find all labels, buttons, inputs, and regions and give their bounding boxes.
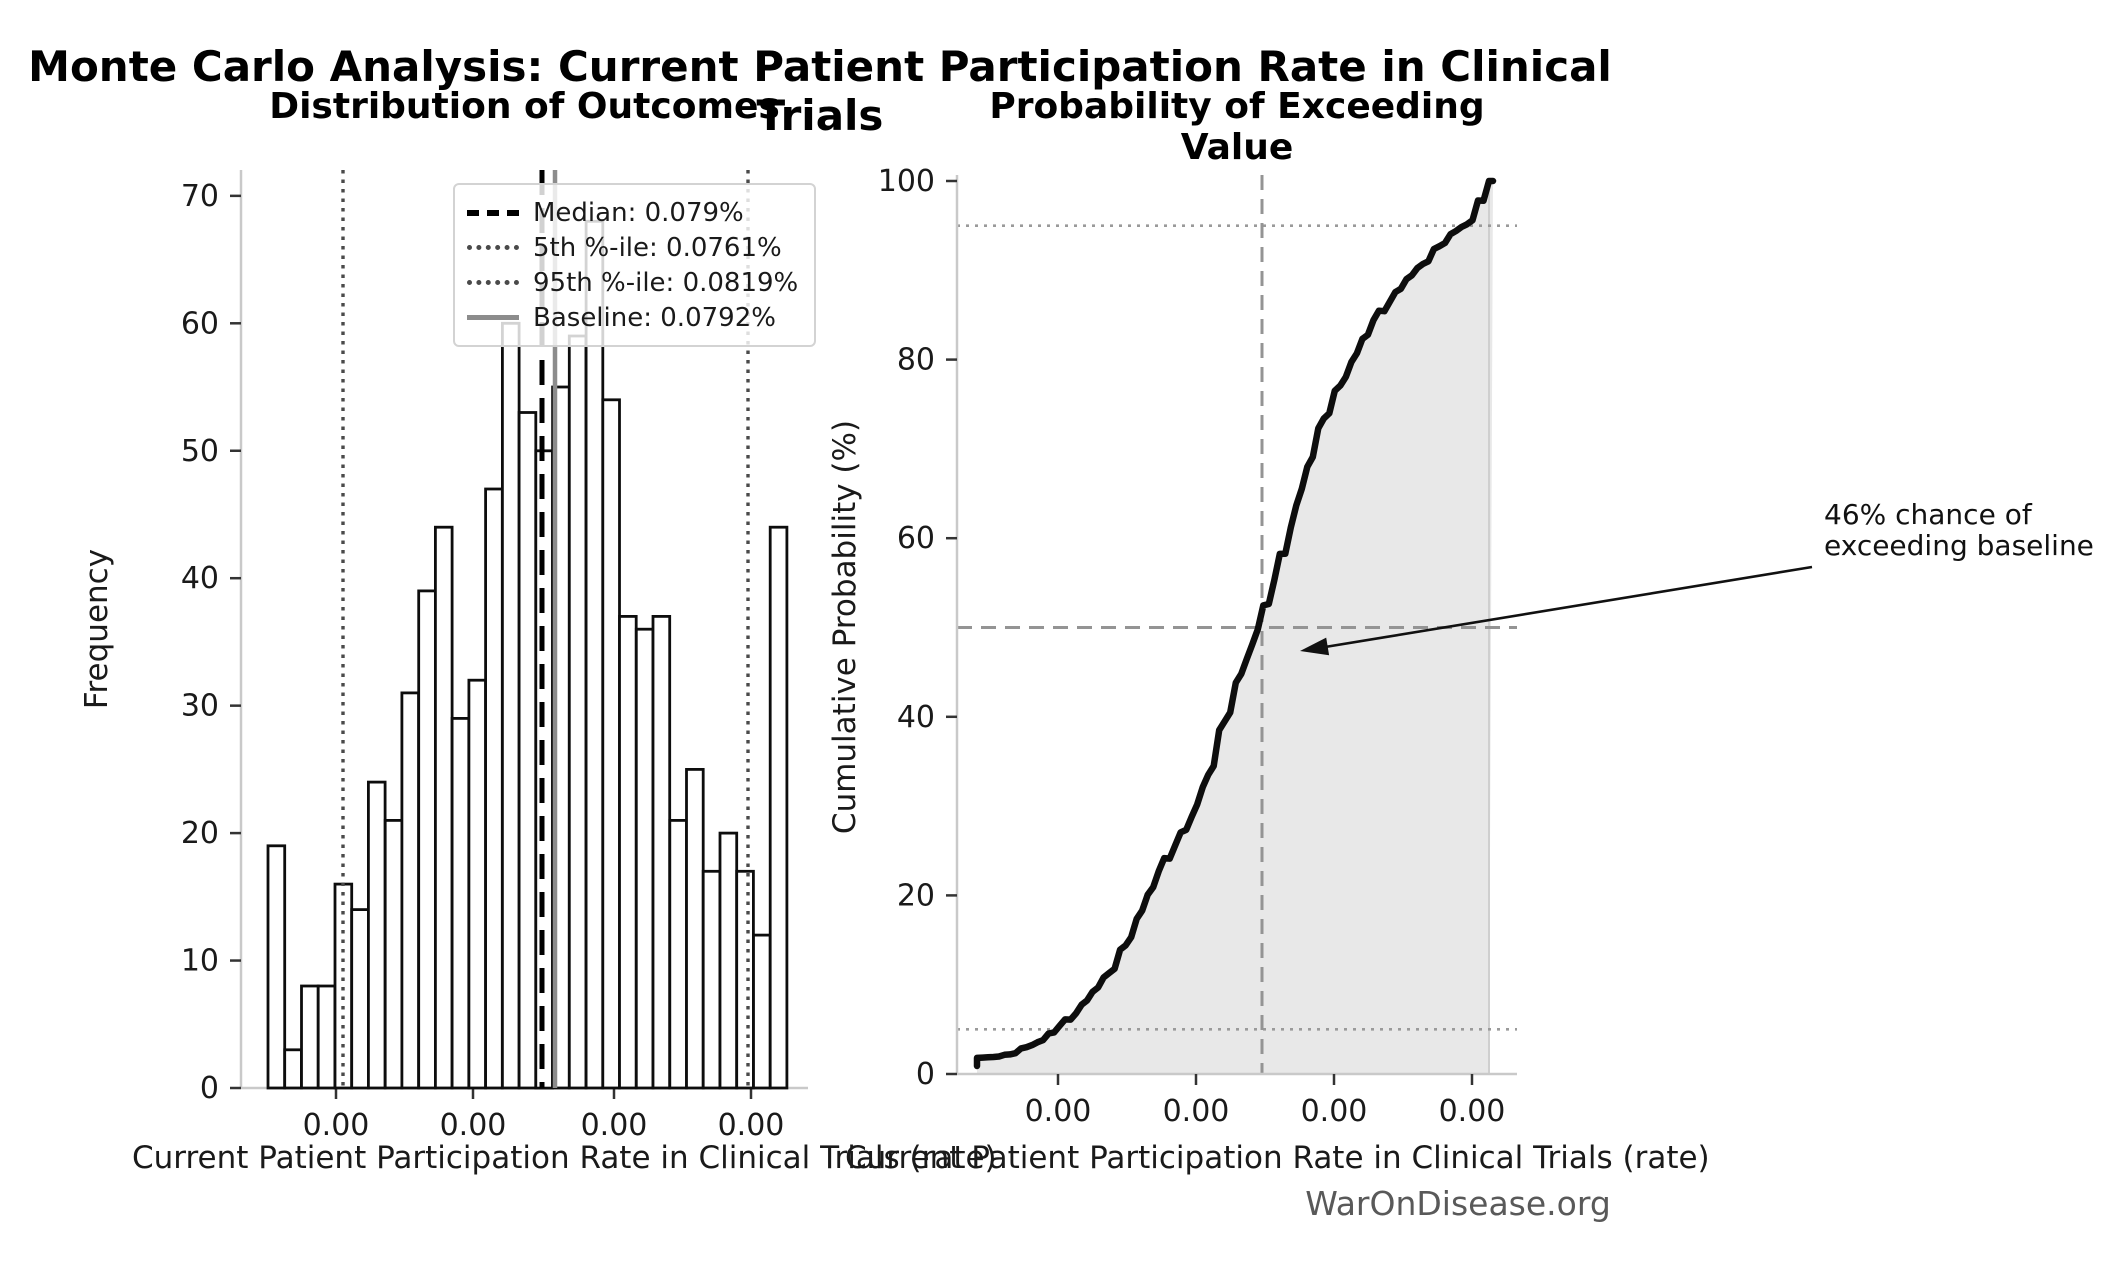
left-x-tick-label: 0.00 <box>303 1108 370 1143</box>
legend: Median: 0.079% 5th %-ile: 0.0761% 95th %-i… <box>453 183 817 347</box>
histogram-bar <box>752 933 772 1090</box>
legend-item-label: Median: 0.079% <box>533 197 744 228</box>
right-x-tick-label: 0.00 <box>1025 1094 1092 1129</box>
histogram-bar <box>467 678 487 1090</box>
left-x-axis-label: Current Patient Participation Rate in Cl… <box>132 1140 997 1176</box>
right-x-axis-label: Current Patient Participation Rate in Cl… <box>845 1140 1710 1176</box>
histogram-bar <box>584 219 605 1090</box>
legend-item: Baseline: 0.0792% <box>467 300 798 335</box>
left-y-axis-label: Frequency <box>79 548 115 710</box>
right-y-tick-label: 100 <box>878 164 935 199</box>
histogram-bar <box>484 487 504 1090</box>
left-y-tick-label: 70 <box>181 179 219 214</box>
histogram-bar <box>283 1048 303 1090</box>
histogram-bar <box>433 525 454 1090</box>
histogram-bar <box>567 334 588 1090</box>
cdf-area-fill <box>977 181 1493 1074</box>
right-y-tick-label: 80 <box>897 343 935 378</box>
legend-line-sample-icon <box>467 280 519 285</box>
legend-line-sample-icon <box>467 209 519 216</box>
right-chart-title: Probability of Exceeding Value <box>989 86 1485 168</box>
histogram-bar <box>618 615 638 1090</box>
legend-line-sample-icon <box>467 245 519 250</box>
right-x-tick-label: 0.00 <box>1301 1094 1368 1129</box>
left-x-tick-label: 0.00 <box>581 1108 648 1143</box>
legend-item-label: 5th %-ile: 0.0761% <box>533 232 782 263</box>
legend-item: Median: 0.079% <box>467 195 798 230</box>
right-y-tick-label: 20 <box>897 878 935 913</box>
histogram-bar <box>350 908 370 1090</box>
left-y-tick-label: 50 <box>181 434 219 469</box>
legend-item-label: 95th %-ile: 0.0819% <box>533 267 799 298</box>
left-y-tick-label: 10 <box>181 944 219 979</box>
histogram-bar <box>768 525 789 1090</box>
histogram-bar <box>333 882 354 1090</box>
right-x-tick-label: 0.00 <box>1439 1094 1506 1129</box>
right-y-tick-label: 0 <box>916 1057 935 1092</box>
left-y-tick-label: 30 <box>181 689 219 724</box>
left-y-tick-label: 0 <box>200 1071 219 1106</box>
histogram-bar <box>450 717 471 1090</box>
histogram-bar <box>634 627 655 1090</box>
left-x-tick-label: 0.00 <box>718 1108 785 1143</box>
histogram-bar <box>735 869 755 1090</box>
histogram-bar <box>366 780 387 1090</box>
legend-item: 5th %-ile: 0.0761% <box>467 230 798 265</box>
cdf-curve <box>973 177 1497 1070</box>
right-y-tick-label: 60 <box>897 521 935 556</box>
histogram-bars <box>266 219 789 1090</box>
histogram-bar <box>266 844 287 1090</box>
histogram-bar <box>500 321 521 1090</box>
histogram-bar <box>668 819 688 1090</box>
figure-title: Monte Carlo Analysis: Current Patient Pa… <box>28 42 1612 140</box>
right-x-tick-label: 0.00 <box>1163 1094 1230 1129</box>
histogram-bar <box>383 819 404 1090</box>
histogram-bar <box>651 615 672 1090</box>
left-y-tick-label: 40 <box>181 561 219 596</box>
annotation-callout: 46% chance of exceeding baseline <box>1824 499 2094 561</box>
annotation-arrow-line <box>1321 565 1813 649</box>
annotation-line-2: exceeding baseline <box>1824 529 2094 562</box>
histogram-bar <box>316 984 337 1090</box>
right-y-tick-label: 40 <box>897 700 935 735</box>
legend-item-label: Baseline: 0.0792% <box>533 302 776 333</box>
left-y-tick-label: 60 <box>181 306 219 341</box>
annotation-arrowhead-icon <box>1300 637 1330 656</box>
histogram-bar <box>718 831 739 1090</box>
left-y-tick-label: 20 <box>181 816 219 851</box>
left-x-tick-label: 0.00 <box>440 1108 507 1143</box>
histogram-bar <box>400 691 420 1090</box>
histogram-bar <box>685 768 705 1090</box>
histogram-bar <box>701 869 722 1090</box>
annotation-line-1: 46% chance of <box>1824 498 2032 531</box>
legend-line-sample-icon <box>467 315 519 320</box>
histogram-bar <box>300 984 320 1090</box>
left-chart-title: Distribution of Outcomes <box>269 86 780 127</box>
histogram-bar <box>517 411 538 1090</box>
histogram-bar <box>601 398 621 1090</box>
right-y-axis-label: Cumulative Probability (%) <box>827 419 863 835</box>
legend-item: 95th %-ile: 0.0819% <box>467 265 798 300</box>
watermark: WarOnDisease.org <box>1305 1184 1611 1223</box>
histogram-bar <box>417 589 437 1090</box>
